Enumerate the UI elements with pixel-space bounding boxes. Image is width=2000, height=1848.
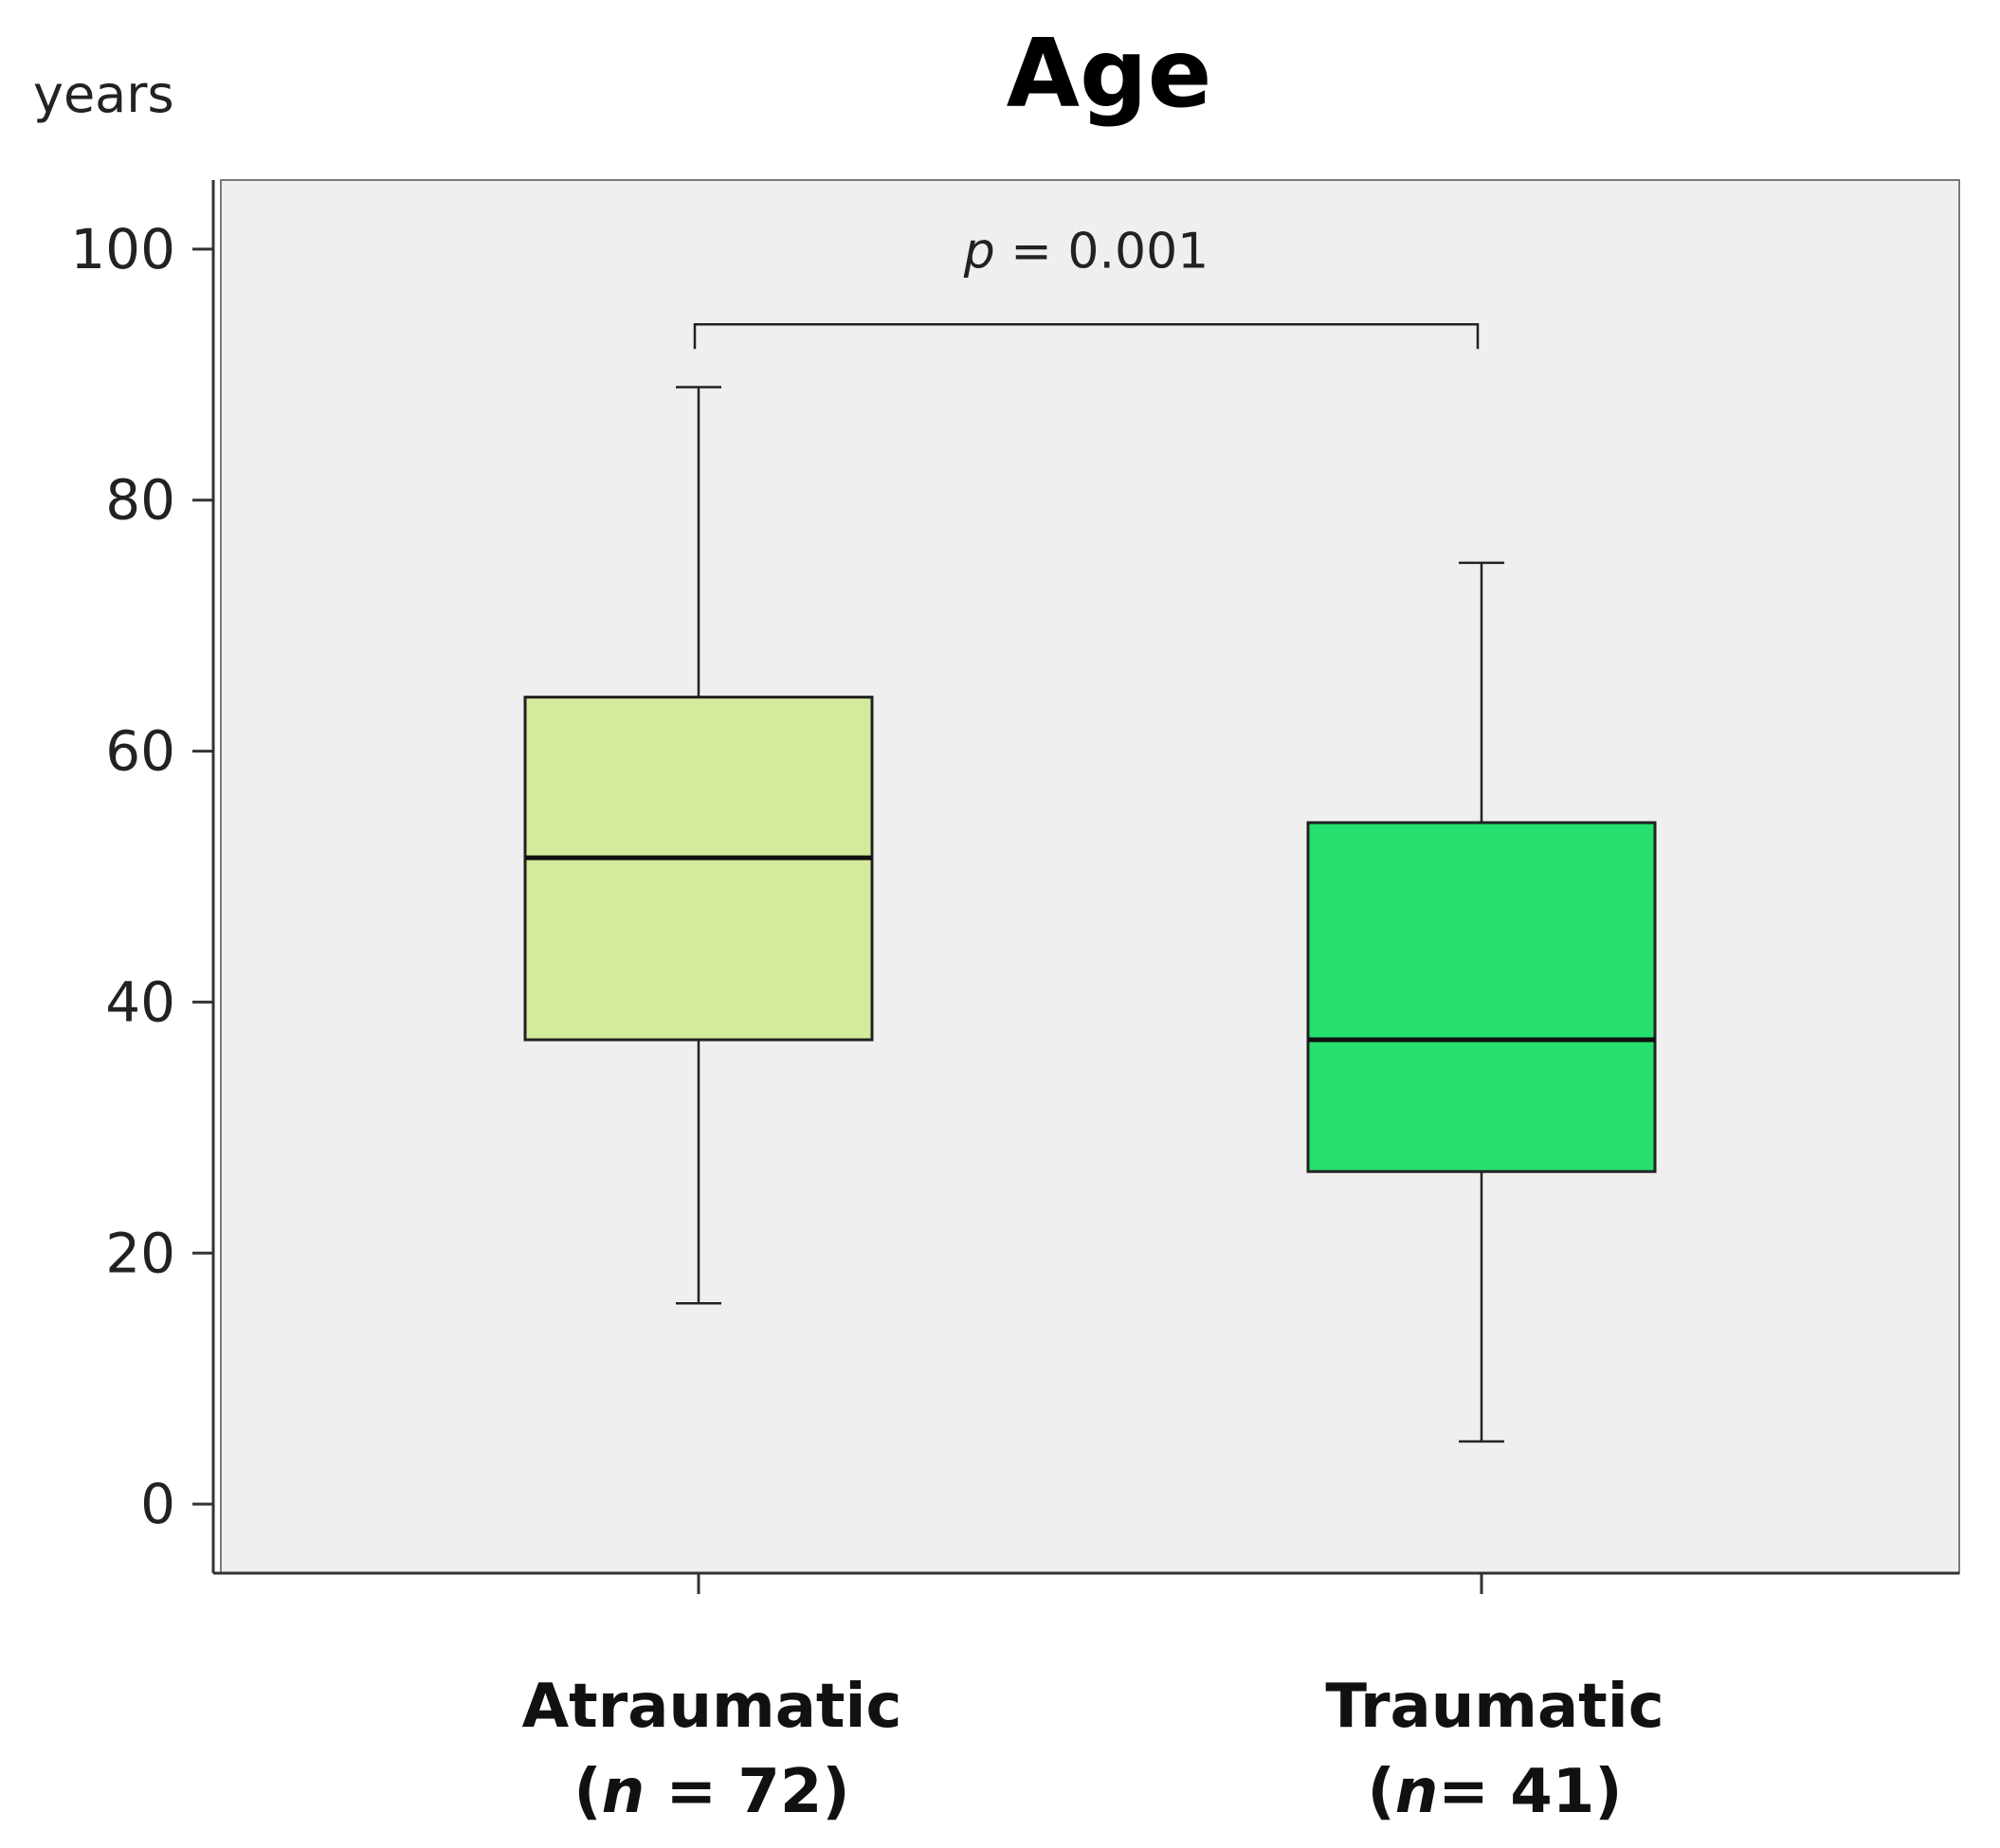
plot-area [220,179,1960,1574]
chart-title: Age [1007,18,1212,129]
y-axis-unit-label: years [33,64,174,124]
box-atraumatic [523,696,874,1042]
y-tick-label-80: 80 [105,468,175,533]
y-tick-label-0: 0 [140,1472,175,1536]
chart-axes [192,180,1959,1594]
category-label-traumatic: Traumatic [1325,1672,1664,1742]
box-group-atraumatic [523,386,874,1305]
category-label-atraumatic: Atraumatic [522,1672,902,1742]
y-tick-label-100: 100 [70,217,175,281]
category-n-label-atraumatic: (n = 72) [573,1757,849,1827]
chart-labels: 0 20 40 60 80 100 Atraumatic (n = 72) Traumatic (… [70,217,1664,1827]
p-value-label: p = 0.001 [963,223,1209,280]
box-group-traumatic [1306,561,1657,1443]
box-traumatic [1306,821,1657,1173]
chart-marks [523,323,1657,1443]
significance-bracket [693,323,1480,350]
y-tick-label-60: 60 [105,719,175,784]
y-tick-label-20: 20 [105,1221,175,1285]
category-n-label-traumatic: (n= 41) [1367,1757,1622,1827]
y-tick-label-40: 40 [105,969,175,1034]
